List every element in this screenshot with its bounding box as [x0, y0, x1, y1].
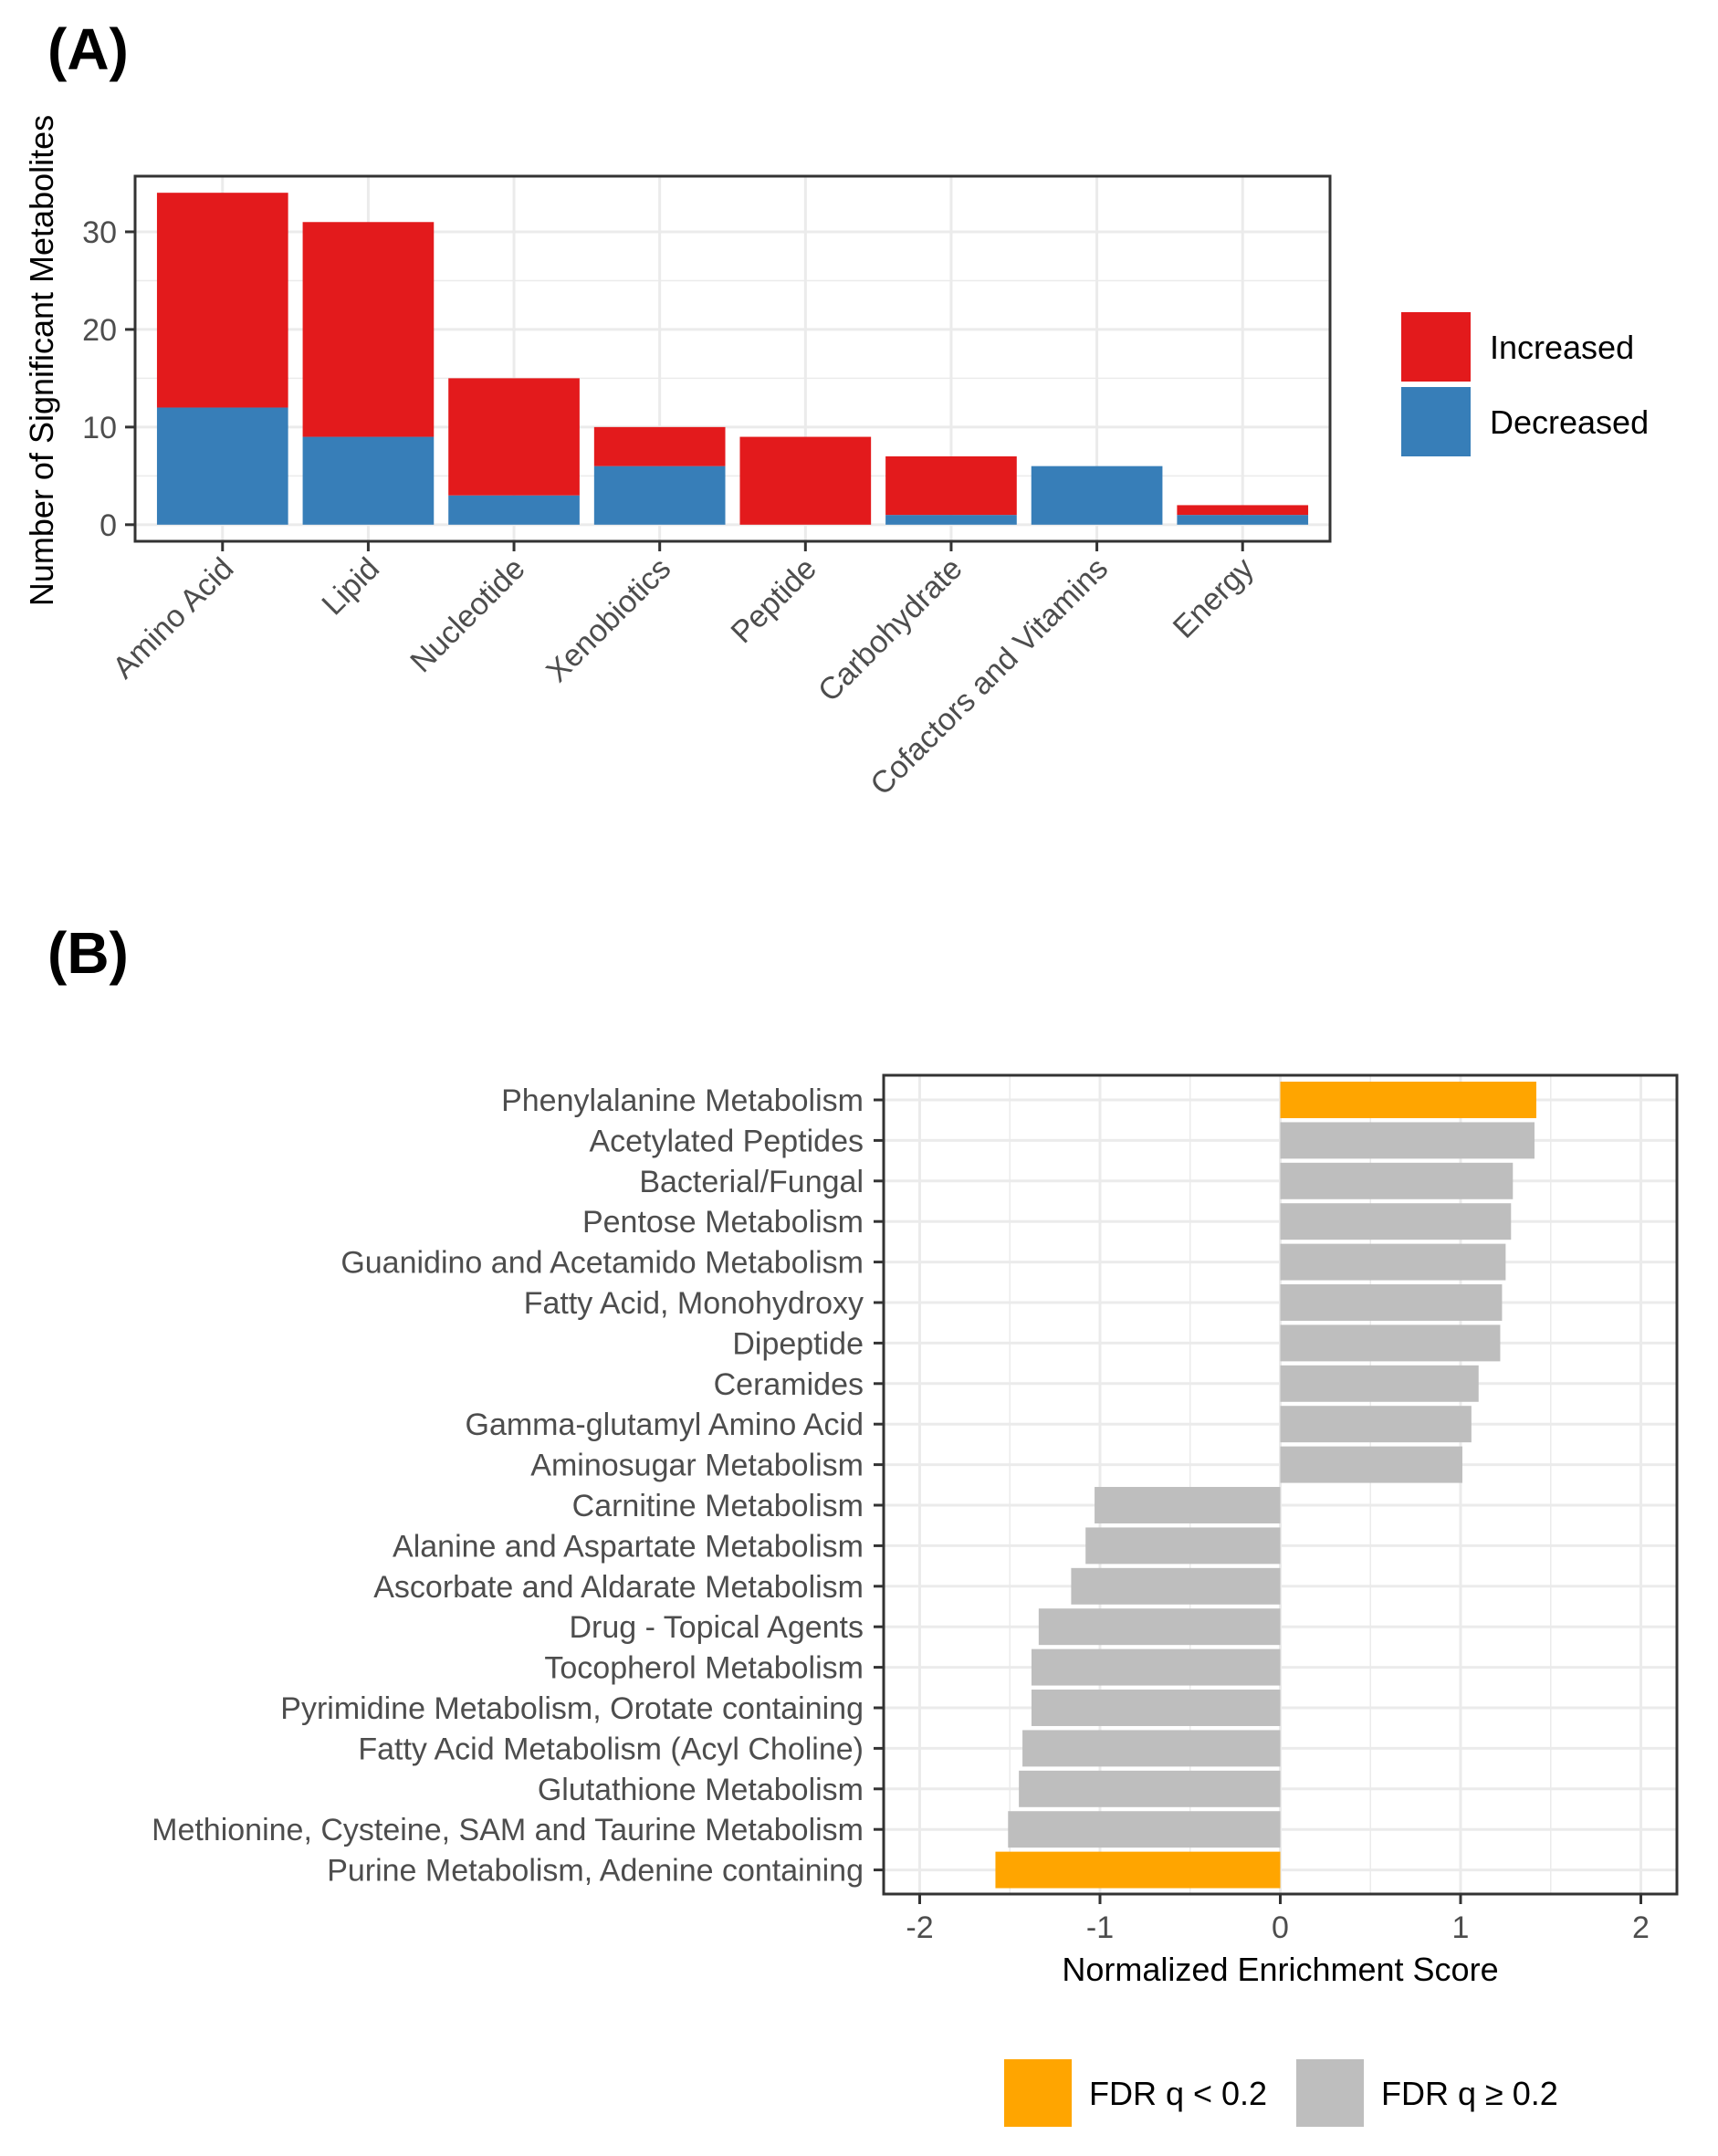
- bar-ascorbate-and-aldarate-metabolism: [1071, 1567, 1281, 1605]
- chart-a: 0 10 20 30 Amino Acid Lipid Nucleotide Xenobio…: [23, 115, 1649, 802]
- x-tick-label-amino-acid: Amino Acid: [106, 551, 240, 686]
- y-tick-label: 10: [82, 411, 117, 445]
- x-tick-label-carbohydrate: Carbohydrate: [812, 551, 969, 709]
- y-tick-label-drug-topical-agents: Drug - Topical Agents: [569, 1610, 864, 1645]
- bar-ceramides: [1280, 1365, 1479, 1402]
- x-tick-label: 2: [1632, 1910, 1650, 1945]
- chart-b-legend: FDR q < 0.2 FDR q ≥ 0.2: [1004, 2059, 1558, 2127]
- y-tick-label-carnitine-metabolism: Carnitine Metabolism: [572, 1489, 864, 1523]
- y-tick-label-guanidino-and-acetamido-metabolism: Guanidino and Acetamido Metabolism: [340, 1246, 864, 1281]
- y-tick-label-fatty-acid-metabolism-acyl-choline: Fatty Acid Metabolism (Acyl Choline): [358, 1732, 864, 1766]
- bar-gamma-glutamyl-amino-acid: [1280, 1406, 1472, 1443]
- bar-increased-nucleotide: [448, 378, 580, 496]
- x-tick-label-lipid: Lipid: [315, 551, 386, 623]
- x-tick-label: 1: [1452, 1910, 1470, 1945]
- x-tick-label: -1: [1086, 1910, 1114, 1945]
- bar-fatty-acid-metabolism-acyl-choline: [1022, 1730, 1281, 1767]
- bar-decreased-cofactors-and-vitamins: [1031, 466, 1163, 525]
- panel-b-label: (B): [47, 920, 129, 986]
- y-tick-label-pyrimidine-metabolism-orotate-containing: Pyrimidine Metabolism, Orotate containin…: [280, 1691, 864, 1726]
- chart-a-legend: Increased Decreased: [1401, 312, 1649, 456]
- panel-a-label: (A): [47, 16, 129, 82]
- legend-swatch-fdr-significant: [1004, 2059, 1072, 2127]
- chart-a-x-axis: Amino Acid Lipid Nucleotide Xenobiotics Pept…: [106, 541, 1261, 802]
- legend-swatch-fdr-not-significant: [1296, 2059, 1364, 2127]
- y-tick-label-glutathione-metabolism: Glutathione Metabolism: [538, 1773, 864, 1807]
- bar-increased-xenobiotics: [593, 426, 726, 466]
- chart-a-y-axis: 0 10 20 30: [82, 215, 135, 543]
- legend-label-decreased: Decreased: [1490, 403, 1649, 441]
- bar-increased-lipid: [302, 222, 435, 437]
- y-tick-label-alanine-and-aspartate-metabolism: Alanine and Aspartate Metabolism: [393, 1529, 864, 1564]
- bar-alanine-and-aspartate-metabolism: [1085, 1527, 1281, 1565]
- bar-dipeptide: [1280, 1324, 1501, 1362]
- y-tick-label-methionine-cysteine-sam-and-taurine-metabolism: Methionine, Cysteine, SAM and Taurine Me…: [152, 1813, 864, 1847]
- legend-swatch-decreased: [1401, 387, 1471, 456]
- bar-carnitine-metabolism: [1095, 1487, 1281, 1523]
- bar-increased-energy: [1177, 505, 1309, 516]
- y-tick-label-ceramides: Ceramides: [714, 1367, 864, 1402]
- y-tick-label: 0: [100, 508, 117, 543]
- chart-a-y-axis-title: Number of Significant Metabolites: [23, 115, 60, 606]
- y-tick-label-pentose-metabolism: Pentose Metabolism: [582, 1205, 864, 1240]
- x-tick-label-cofactors-and-vitamins: Cofactors and Vitamins: [864, 551, 1115, 802]
- bar-decreased-lipid: [302, 436, 435, 525]
- y-tick-label: 20: [82, 313, 117, 348]
- chart-a-panel-border: [133, 174, 1332, 543]
- bar-fatty-acid-monohydroxy: [1280, 1284, 1503, 1321]
- y-tick-label-fatty-acid-monohydroxy: Fatty Acid, Monohydroxy: [524, 1286, 864, 1321]
- y-tick-label-acetylated-peptides: Acetylated Peptides: [589, 1124, 864, 1158]
- bar-glutathione-metabolism: [1019, 1770, 1281, 1807]
- bar-decreased-nucleotide: [448, 495, 580, 525]
- bar-aminosugar-metabolism: [1280, 1446, 1462, 1483]
- y-tick-label-ascorbate-and-aldarate-metabolism: Ascorbate and Aldarate Metabolism: [373, 1570, 864, 1605]
- legend-label-fdr-not-significant: FDR q ≥ 0.2: [1381, 2075, 1558, 2112]
- bar-increased-peptide: [739, 436, 872, 525]
- bar-tocopherol-metabolism: [1031, 1648, 1281, 1686]
- x-tick-label-nucleotide: Nucleotide: [403, 551, 531, 679]
- bar-decreased-carbohydrate: [885, 515, 1017, 525]
- bar-increased-carbohydrate: [885, 455, 1017, 516]
- x-tick-label-xenobiotics: Xenobiotics: [539, 551, 677, 689]
- bar-purine-metabolism-adenine-containing: [995, 1851, 1281, 1889]
- bar-decreased-energy: [1177, 515, 1309, 525]
- legend-swatch-increased: [1401, 312, 1471, 382]
- y-tick-label-dipeptide: Dipeptide: [732, 1326, 864, 1361]
- bar-acetylated-peptides: [1280, 1122, 1535, 1159]
- bar-phenylalanine-metabolism: [1280, 1082, 1536, 1118]
- y-tick-label-phenylalanine-metabolism: Phenylalanine Metabolism: [501, 1083, 864, 1118]
- bar-methionine-cysteine-sam-and-taurine-metabolism: [1008, 1811, 1281, 1848]
- bar-drug-topical-agents: [1038, 1608, 1281, 1646]
- bar-decreased-amino-acid: [156, 407, 288, 525]
- y-tick-label-tocopherol-metabolism: Tocopherol Metabolism: [544, 1651, 864, 1686]
- x-tick-label: -2: [906, 1910, 933, 1945]
- y-tick-label: 30: [82, 215, 117, 250]
- x-tick-label: 0: [1272, 1910, 1289, 1945]
- bar-bacterial-fungal: [1280, 1162, 1514, 1199]
- y-tick-label-aminosugar-metabolism: Aminosugar Metabolism: [530, 1449, 864, 1483]
- bar-pentose-metabolism: [1280, 1203, 1512, 1240]
- legend-label-fdr-significant: FDR q < 0.2: [1089, 2075, 1267, 2112]
- bar-decreased-xenobiotics: [593, 466, 726, 525]
- chart-a-bars: [156, 193, 1309, 525]
- y-tick-label-gamma-glutamyl-amino-acid: Gamma-glutamyl Amino Acid: [466, 1408, 864, 1442]
- y-tick-label-bacterial-fungal: Bacterial/Fungal: [639, 1165, 864, 1199]
- chart-b-x-axis-title: Normalized Enrichment Score: [1062, 1951, 1498, 1988]
- x-tick-label-energy: Energy: [1167, 551, 1261, 645]
- y-tick-label-purine-metabolism-adenine-containing: Purine Metabolism, Adenine containing: [327, 1854, 864, 1889]
- legend-label-increased: Increased: [1490, 329, 1634, 366]
- bar-guanidino-and-acetamido-metabolism: [1280, 1243, 1506, 1281]
- x-tick-label-peptide: Peptide: [725, 551, 823, 650]
- chart-b: Phenylalanine Metabolism Acetylated Pepti…: [152, 1073, 1679, 2127]
- chart-b-bars: [995, 1082, 1536, 1889]
- bar-increased-amino-acid: [156, 193, 288, 408]
- bar-pyrimidine-metabolism-orotate-containing: [1031, 1690, 1281, 1726]
- chart-b-x-axis: -2 -1 0 1 2: [906, 1894, 1650, 1945]
- chart-b-y-axis: Phenylalanine Metabolism Acetylated Pepti…: [152, 1083, 884, 1889]
